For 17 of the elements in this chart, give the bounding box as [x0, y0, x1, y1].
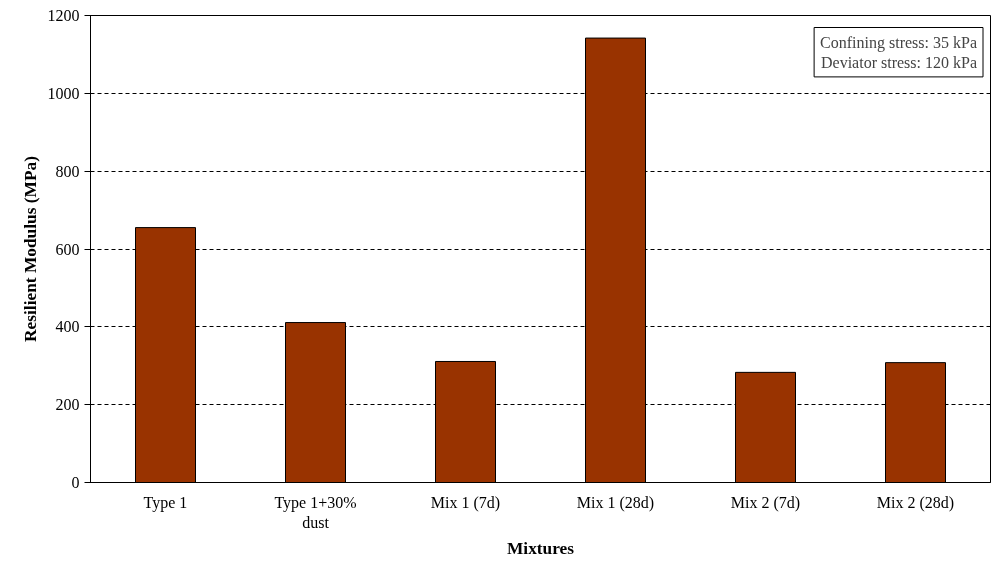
y-tick-label: 1200 — [47, 7, 80, 24]
x-tick-label: Mix 2 (28d) — [876, 493, 955, 512]
annotation: Confining stress: 35 kPa — [820, 33, 977, 52]
x-tick-label: Mix 1 (28d) — [576, 493, 655, 512]
annotation: Deviator stress: 120 kPa — [821, 53, 978, 71]
y-tick-label: 200 — [55, 396, 80, 414]
y-axis-title: Resilient Modulus (MPa) — [20, 155, 40, 342]
y-tick-label: 1000 — [47, 84, 80, 102]
x-tick-label: Mix 1 (7d) — [430, 493, 501, 512]
y-tick-label: 600 — [55, 240, 80, 258]
y-tick-label: 0 — [71, 474, 80, 491]
x-tick-label: Type 1+30% dust — [274, 493, 357, 531]
x-tick-label: Type 1 — [143, 493, 188, 512]
y-tick-label: 400 — [55, 318, 80, 336]
y-tick-label: 800 — [55, 162, 80, 180]
x-tick-label: Mix 2 (7d) — [730, 493, 801, 512]
x-axis-title: Mixtures — [506, 538, 575, 558]
